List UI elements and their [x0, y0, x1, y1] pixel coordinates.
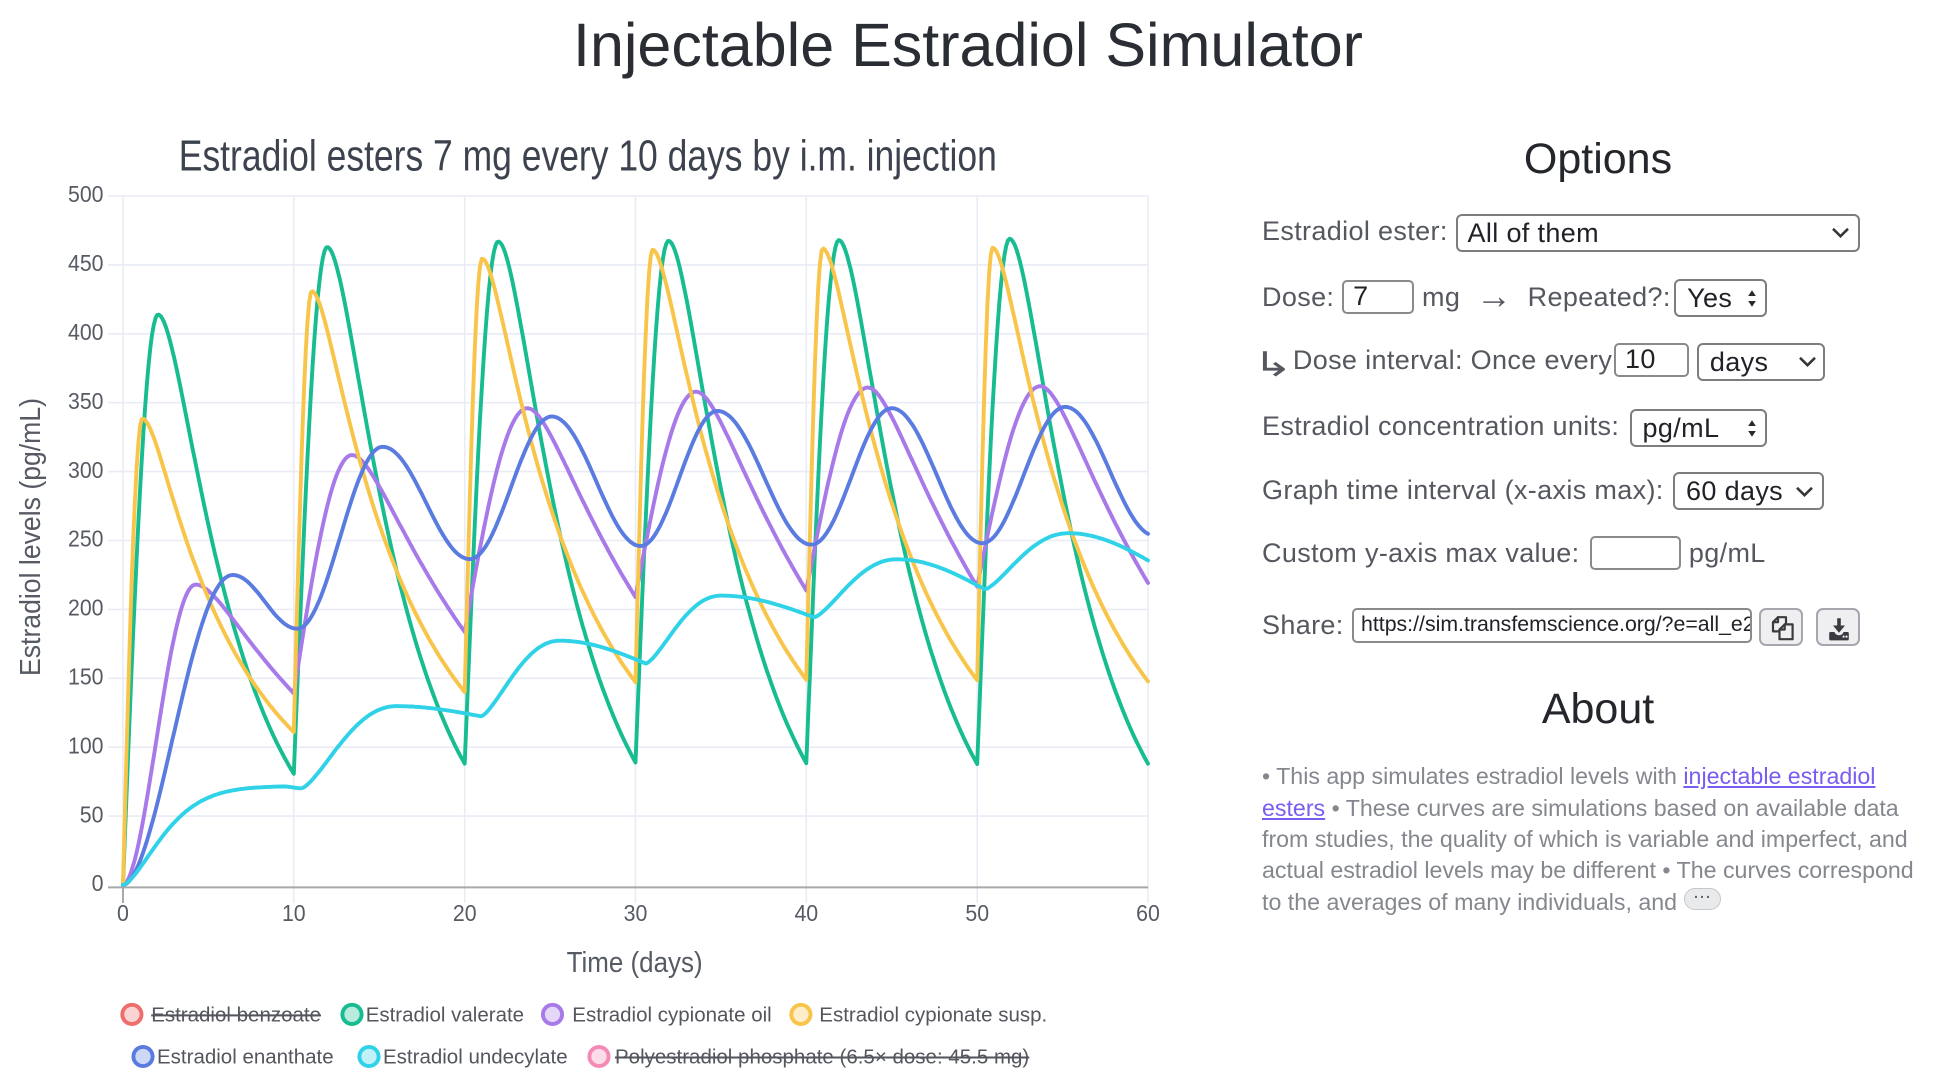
svg-text:30: 30: [624, 900, 648, 926]
svg-text:0: 0: [117, 900, 129, 926]
svg-text:Estradiol valerate: Estradiol valerate: [366, 1003, 524, 1026]
svg-text:Polyestradiol phosphate (6.5×: Polyestradiol phosphate (6.5× dose: 45.5…: [615, 1046, 1029, 1069]
svg-text:300: 300: [68, 457, 104, 483]
svg-text:350: 350: [68, 388, 104, 414]
svg-text:Estradiol benzoate: Estradiol benzoate: [151, 1003, 321, 1026]
svg-text:60: 60: [1136, 900, 1160, 926]
svg-text:Estradiol undecylate: Estradiol undecylate: [383, 1046, 568, 1069]
svg-text:10: 10: [282, 900, 306, 926]
svg-text:0: 0: [92, 870, 104, 896]
svg-text:450: 450: [68, 250, 104, 276]
svg-text:Time (days): Time (days): [567, 947, 703, 979]
svg-text:200: 200: [68, 595, 104, 621]
svg-text:250: 250: [68, 526, 104, 552]
svg-text:100: 100: [68, 732, 104, 758]
svg-text:400: 400: [68, 319, 104, 345]
svg-text:Estradiol cypionate oil: Estradiol cypionate oil: [572, 1003, 771, 1026]
svg-text:Estradiol cypionate susp.: Estradiol cypionate susp.: [819, 1003, 1047, 1026]
svg-text:50: 50: [965, 900, 989, 926]
svg-text:20: 20: [453, 900, 477, 926]
svg-text:500: 500: [68, 181, 104, 207]
svg-text:50: 50: [80, 801, 104, 827]
svg-text:40: 40: [794, 900, 818, 926]
svg-text:150: 150: [68, 664, 104, 690]
svg-text:Estradiol enanthate: Estradiol enanthate: [157, 1046, 334, 1069]
svg-text:Estradiol levels (pg/mL): Estradiol levels (pg/mL): [15, 398, 47, 676]
svg-text:Estradiol esters 7 mg every 10: Estradiol esters 7 mg every 10 days by i…: [179, 131, 997, 180]
